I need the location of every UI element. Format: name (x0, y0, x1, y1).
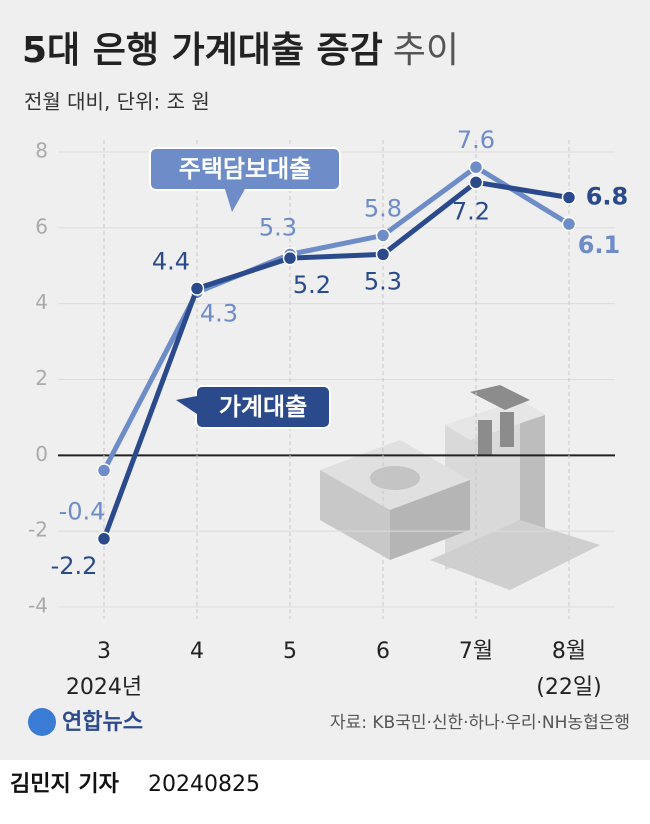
logo: 연합뉴스 (62, 709, 143, 735)
y-tick-label: 2 (35, 366, 48, 390)
x-tick-label: 6 (376, 639, 390, 664)
point (561, 190, 577, 205)
x-tick-label: 5 (283, 639, 297, 664)
legend-box (149, 147, 341, 191)
value-label: 6.1 (578, 231, 621, 259)
legend-pointer (225, 189, 245, 212)
title-main: 5대 은행 가계대출 증감 (22, 30, 383, 71)
value-label: 6.8 (586, 183, 629, 211)
y-tick-label: 0 (35, 442, 48, 466)
legend: 주택담보대출 가계대출 (149, 147, 341, 429)
line (101, 179, 570, 540)
line (101, 164, 571, 472)
x-tick-label: 3 (97, 639, 111, 664)
point (282, 250, 298, 266)
value-label: 5.2 (293, 271, 331, 299)
point (561, 216, 577, 232)
value-label: -0.4 (59, 498, 106, 526)
y-tick-label: -4 (28, 594, 48, 618)
point (375, 247, 391, 262)
x-tick-label: 7월 (459, 639, 493, 664)
value-label: 7.2 (452, 197, 490, 225)
value-label: 4.3 (200, 299, 238, 327)
point (375, 228, 391, 243)
value-label: 7.6 (457, 126, 495, 154)
source: 자료: KB국민·신한·하나·우리·NH농협은행 (330, 713, 630, 733)
x-tick-label: 4 (190, 639, 204, 664)
point (96, 463, 112, 478)
legend-label: 주택담보대출 (179, 155, 311, 183)
illustration (320, 385, 600, 590)
byline: 김민지 기자 (10, 772, 120, 797)
value-label: 5.3 (364, 267, 402, 295)
value-label: 4.4 (152, 248, 190, 276)
value-label: 5.8 (364, 194, 402, 222)
x-note: (22일) (536, 675, 601, 700)
legend-label: 가계대출 (219, 393, 307, 421)
y-tick-label: -2 (28, 518, 48, 542)
point (96, 531, 112, 546)
subtitle: 전월 대비, 단위: 조 원 (24, 90, 210, 114)
value-label: -2.2 (51, 552, 98, 580)
x-note: 2024년 (66, 675, 142, 700)
date: 20240825 (148, 772, 260, 797)
point (189, 281, 205, 296)
title-suffix: 추이 (393, 30, 459, 71)
x-tick-label: 8월 (552, 639, 586, 664)
y-tick-label: 4 (35, 290, 48, 314)
logo-icon (28, 708, 56, 736)
chart-title: 5대 은행 가계대출 증감 추이 (22, 30, 459, 71)
y-tick-label: 6 (35, 214, 48, 238)
point (468, 175, 484, 190)
legend-pointer (176, 396, 197, 414)
y-tick-label: 8 (35, 139, 48, 163)
value-label: 5.3 (259, 213, 297, 241)
point (468, 159, 484, 175)
